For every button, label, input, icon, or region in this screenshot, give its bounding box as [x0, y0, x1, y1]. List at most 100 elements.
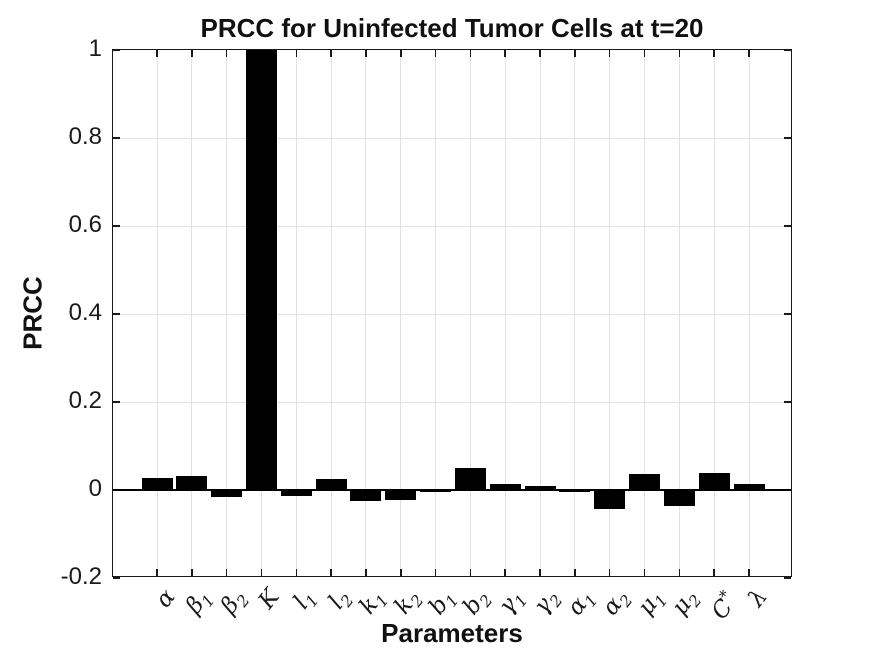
x-tick-bottom: [191, 569, 193, 576]
x-tick-bottom: [400, 569, 402, 576]
bar-b1: [420, 490, 452, 492]
x-tick-top: [748, 50, 750, 57]
x-tick-bottom: [365, 569, 367, 576]
y-tick-label: 0: [88, 475, 102, 502]
plot-area: [112, 49, 792, 579]
x-gridline: [644, 50, 646, 576]
x-tick-bottom: [225, 569, 228, 576]
x-tick-label-K: K: [254, 584, 286, 614]
x-tick-top: [504, 50, 506, 57]
x-gridline: [713, 50, 715, 576]
y-tick-right: [784, 577, 791, 579]
bar-k2: [385, 490, 417, 501]
x-tick-bottom: [678, 569, 681, 576]
x-tick-bottom: [469, 569, 472, 576]
x-tick-top: [434, 50, 437, 57]
bar-gamma1: [489, 483, 521, 490]
bar-l2: [315, 478, 347, 490]
x-gridline: [191, 50, 193, 576]
x-tick-bottom: [608, 569, 611, 576]
x-gridline: [400, 50, 402, 576]
y-tick-label: 1: [88, 35, 102, 62]
x-tick-top: [295, 50, 298, 57]
x-gridline: [435, 50, 437, 576]
y-gridline: [113, 313, 791, 315]
zero-baseline: [113, 489, 791, 491]
x-gridline: [574, 50, 576, 576]
y-tick-left: [113, 137, 120, 139]
x-gridline: [504, 50, 506, 576]
bar-l1: [280, 490, 312, 496]
x-tick-top: [574, 50, 576, 57]
y-tick-left: [113, 49, 120, 51]
x-tick-top: [713, 50, 715, 57]
bar-beta2: [211, 490, 243, 497]
y-tick-label: 0.6: [68, 211, 102, 238]
x-tick-bottom: [748, 569, 750, 576]
bar-K: [245, 50, 277, 490]
x-tick-bottom: [434, 569, 437, 576]
x-tick-bottom: [643, 569, 646, 576]
x-gridline: [539, 50, 541, 576]
bar-k1: [350, 490, 382, 501]
x-tick-bottom: [713, 569, 715, 576]
y-tick-left: [113, 577, 120, 579]
x-gridline: [295, 50, 297, 576]
x-tick-top: [400, 50, 402, 57]
y-tick-left: [113, 225, 120, 227]
y-tick-label: 0.8: [68, 123, 102, 150]
y-gridline: [113, 401, 791, 403]
x-tick-top: [330, 50, 332, 57]
bar-b2: [454, 468, 486, 490]
x-tick-top: [365, 50, 367, 57]
y-tick-left: [113, 313, 120, 315]
y-tick-label: 0.2: [68, 387, 102, 414]
x-tick-bottom: [539, 569, 541, 576]
y-tick-left: [113, 401, 120, 403]
y-tick-right: [784, 313, 791, 315]
y-tick-right: [784, 49, 791, 51]
bar-mu2: [663, 490, 695, 506]
x-tick-top: [469, 50, 472, 57]
bar-alpha1: [559, 490, 591, 493]
x-tick-top: [191, 50, 193, 57]
x-gridline: [609, 50, 611, 576]
x-tick-bottom: [156, 569, 158, 576]
x-tick-bottom: [260, 569, 263, 576]
x-tick-bottom: [504, 569, 506, 576]
bar-lambda: [733, 484, 765, 490]
y-gridline: [113, 225, 791, 227]
x-tick-top: [678, 50, 681, 57]
x-gridline: [748, 50, 750, 576]
x-tick-top: [225, 50, 228, 57]
bar-beta1: [176, 475, 208, 490]
x-tick-top: [608, 50, 611, 57]
bar-Cstar: [698, 472, 730, 490]
x-tick-top: [156, 50, 158, 57]
y-tick-label: 0.4: [68, 299, 102, 326]
x-tick-top: [539, 50, 541, 57]
y-tick-right: [784, 225, 791, 227]
x-tick-bottom: [295, 569, 298, 576]
x-tick-label-lambda: λ: [743, 584, 773, 612]
x-tick-top: [643, 50, 646, 57]
x-tick-label-alpha: α: [150, 584, 181, 613]
x-gridline: [678, 50, 680, 576]
y-gridline: [113, 137, 791, 139]
x-tick-bottom: [330, 569, 332, 576]
x-gridline: [156, 50, 158, 576]
y-tick-right: [784, 137, 791, 139]
x-axis-label: Parameters: [381, 618, 523, 648]
bar-alpha2: [594, 490, 626, 509]
y-tick-right: [784, 401, 791, 403]
x-gridline: [469, 50, 471, 576]
chart-title: PRCC for Uninfected Tumor Cells at t=20: [200, 13, 704, 43]
x-tick-bottom: [574, 569, 576, 576]
bar-gamma2: [524, 486, 556, 490]
y-tick-label: -0.2: [60, 563, 102, 590]
bar-alpha: [141, 477, 173, 490]
x-gridline: [330, 50, 332, 576]
x-gridline: [226, 50, 228, 576]
x-gridline: [365, 50, 367, 576]
